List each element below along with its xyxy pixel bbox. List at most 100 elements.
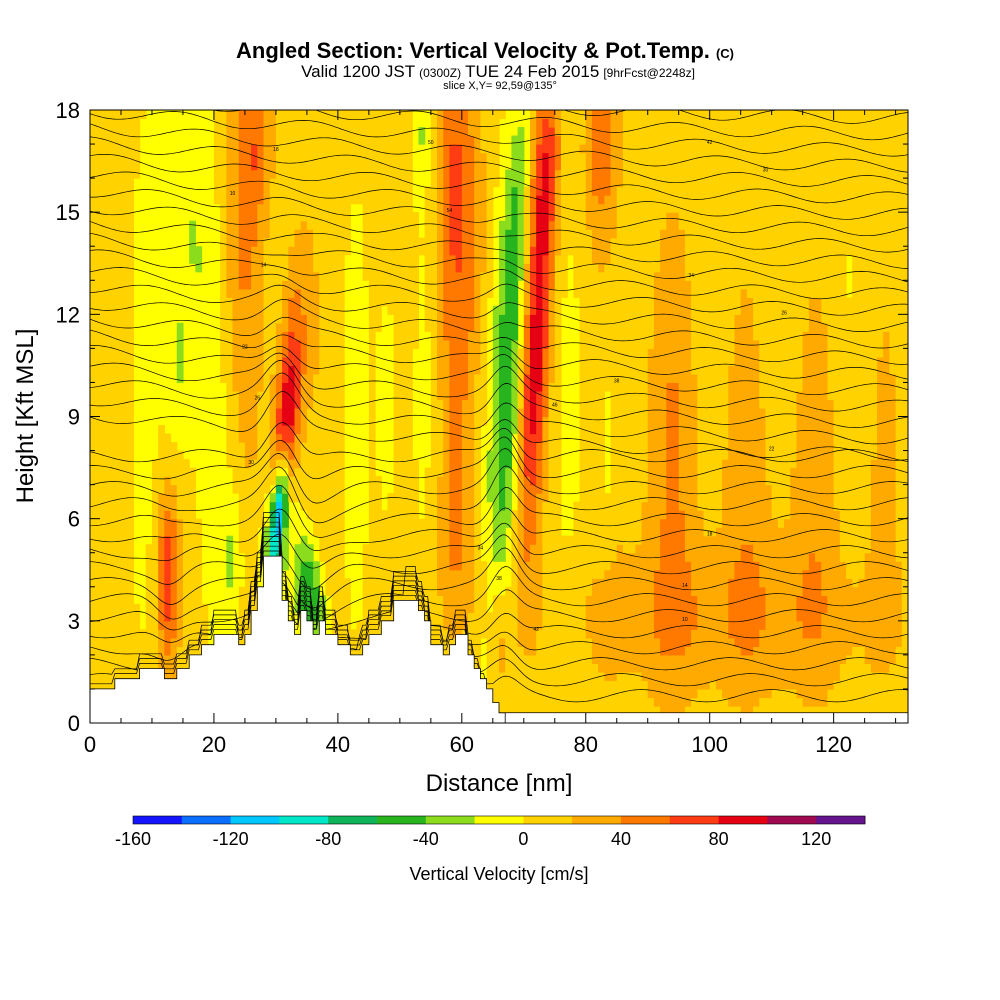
velocity-cell	[275, 365, 283, 375]
velocity-cell	[523, 425, 531, 435]
velocity-cell	[344, 603, 351, 613]
velocity-cell	[300, 382, 308, 392]
velocity-cell	[319, 280, 327, 290]
velocity-cell	[529, 544, 537, 554]
velocity-cell	[554, 407, 562, 418]
velocity-cell	[455, 186, 463, 196]
velocity-cell	[325, 501, 333, 511]
velocity-cell	[492, 322, 500, 332]
velocity-cell	[492, 365, 500, 375]
velocity-cell	[275, 382, 283, 392]
velocity-cell	[393, 152, 401, 162]
velocity-cell	[449, 331, 457, 341]
velocity-cell	[102, 535, 110, 545]
velocity-cell	[529, 110, 537, 120]
velocity-cell	[598, 144, 605, 154]
velocity-cell	[399, 578, 407, 588]
velocity-cell	[567, 620, 574, 630]
velocity-cell	[610, 484, 618, 494]
velocity-cell	[461, 322, 469, 332]
velocity-cell	[554, 646, 562, 656]
velocity-cell	[585, 373, 593, 384]
velocity-cell	[443, 399, 451, 409]
velocity-cell	[263, 152, 271, 162]
velocity-cell	[437, 220, 444, 230]
velocity-cell	[622, 484, 630, 494]
velocity-cell	[511, 578, 519, 588]
velocity-cell	[145, 552, 153, 562]
velocity-cell	[505, 467, 512, 477]
velocity-cell	[170, 603, 178, 613]
velocity-cell	[356, 144, 364, 154]
velocity-cell	[387, 612, 395, 622]
velocity-cell	[548, 280, 556, 290]
velocity-cell	[579, 186, 587, 196]
velocity-cell	[114, 501, 122, 511]
velocity-cell	[306, 110, 314, 120]
velocity-cell	[356, 637, 364, 647]
velocity-cell	[604, 680, 612, 690]
velocity-cell	[461, 220, 469, 230]
velocity-cell	[114, 407, 122, 418]
velocity-cell	[90, 569, 97, 579]
velocity-cell	[294, 237, 302, 247]
velocity-cell	[492, 331, 500, 341]
velocity-cell	[622, 646, 630, 656]
velocity-cell	[275, 135, 283, 145]
velocity-cell	[449, 229, 457, 239]
velocity-cell	[610, 450, 618, 460]
velocity-cell	[251, 254, 258, 264]
velocity-cell	[313, 152, 320, 162]
velocity-cell	[164, 467, 172, 477]
velocity-cell	[629, 680, 636, 690]
velocity-cell	[127, 425, 134, 435]
velocity-cell	[170, 620, 178, 630]
velocity-cell	[461, 561, 469, 571]
velocity-cell	[96, 518, 103, 528]
velocity-cell	[412, 263, 420, 273]
velocity-cell	[238, 603, 246, 613]
velocity-cell	[635, 629, 643, 639]
velocity-cell	[610, 493, 618, 503]
velocity-cell	[114, 169, 122, 179]
velocity-cell	[598, 476, 605, 486]
velocity-cell	[325, 186, 333, 196]
velocity-cell	[604, 186, 612, 196]
velocity-cell	[616, 407, 624, 418]
velocity-cell	[387, 305, 395, 315]
velocity-cell	[598, 305, 605, 315]
velocity-cell	[238, 305, 246, 315]
velocity-cell	[306, 578, 314, 588]
velocity-cell	[269, 501, 277, 511]
velocity-cell	[492, 671, 500, 682]
velocity-cell	[499, 322, 506, 332]
velocity-cell	[437, 476, 444, 486]
velocity-cell	[474, 237, 482, 247]
velocity-cell	[412, 510, 420, 520]
velocity-cell	[375, 135, 382, 145]
velocity-cell	[629, 629, 636, 639]
velocity-cell	[263, 229, 271, 239]
velocity-cell	[313, 314, 320, 324]
velocity-cell	[622, 322, 630, 332]
velocity-cell	[387, 518, 395, 528]
velocity-cell	[275, 373, 283, 384]
velocity-cell	[517, 467, 525, 477]
velocity-cell	[511, 195, 519, 205]
velocity-cell	[96, 637, 103, 647]
velocity-cell	[120, 186, 128, 196]
velocity-cell	[337, 476, 345, 486]
velocity-cell	[244, 212, 252, 222]
velocity-cell	[127, 246, 134, 256]
velocity-cell	[263, 450, 271, 460]
velocity-cell	[548, 697, 556, 707]
velocity-cell	[480, 416, 488, 426]
velocity-cell	[251, 127, 258, 137]
velocity-cell	[591, 220, 599, 230]
velocity-cell	[629, 552, 636, 562]
velocity-cell	[511, 178, 519, 188]
velocity-cell	[145, 586, 153, 596]
velocity-cell	[282, 288, 289, 298]
velocity-cell	[598, 578, 605, 588]
velocity-cell	[182, 510, 190, 520]
